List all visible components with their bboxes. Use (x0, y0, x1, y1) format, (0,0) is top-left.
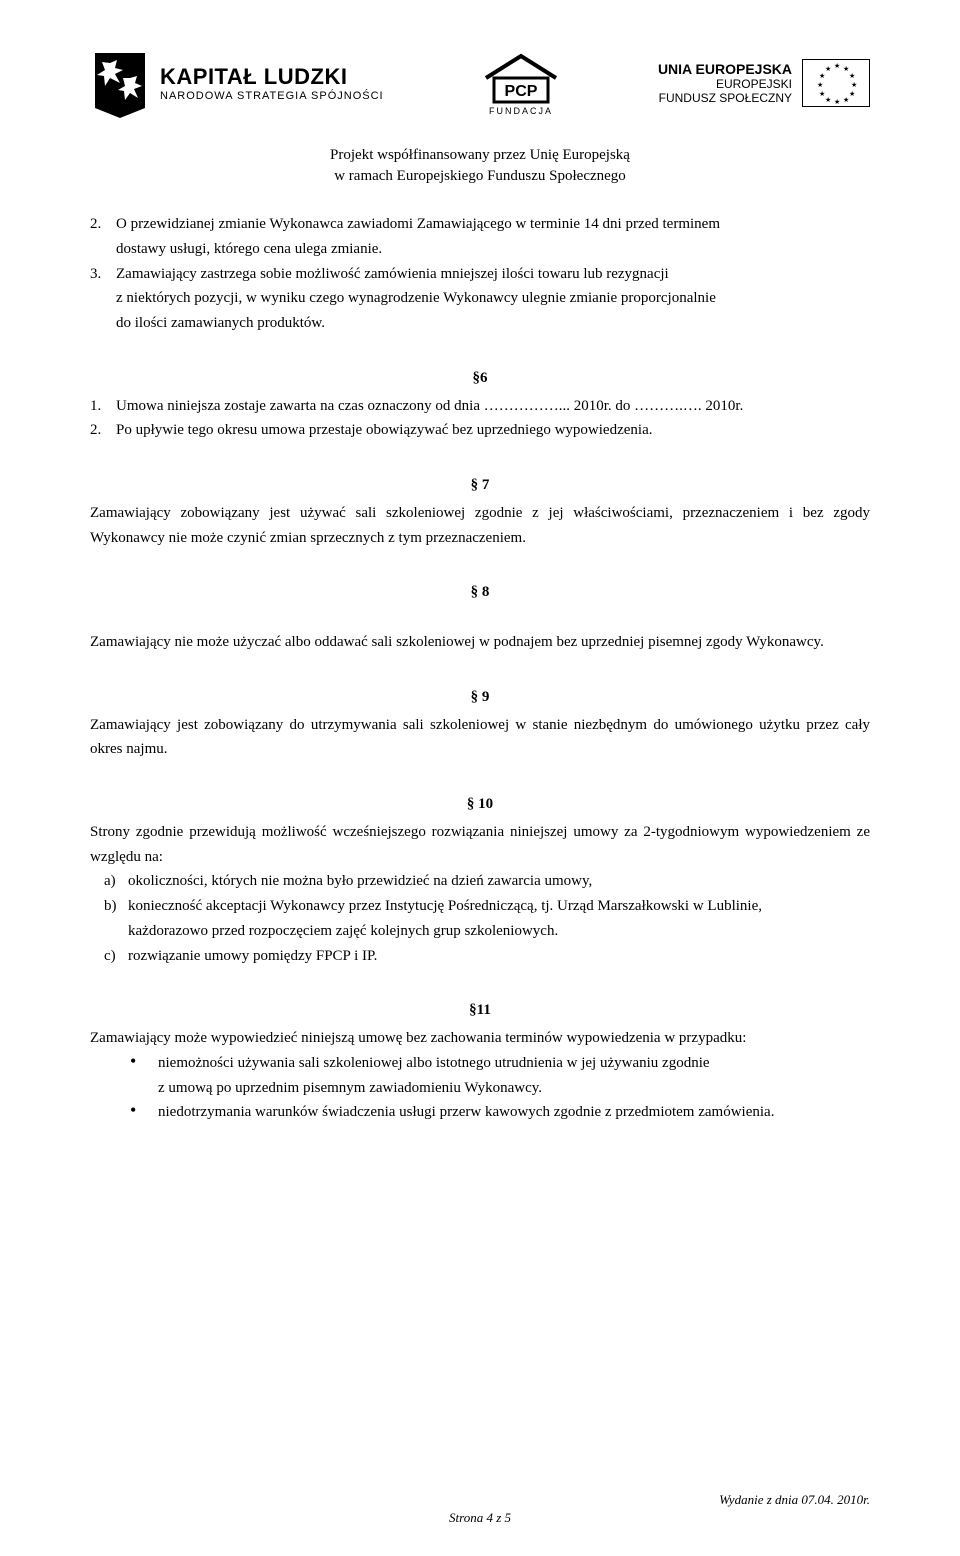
footer-date: Wydanie z dnia 07.04. 2010r. (719, 1492, 870, 1508)
s10-b: b) konieczność akceptacji Wykonawcy prze… (90, 894, 870, 919)
s6-item-2: 2. Po upływie tego okresu umowa przestaj… (90, 418, 870, 443)
footer-page: Strona 4 z 5 (90, 1510, 870, 1526)
logo-kapital-ludzki: KAPITAŁ LUDZKI NARODOWA STRATEGIA SPÓJNO… (90, 48, 384, 118)
kl-title: KAPITAŁ LUDZKI (160, 64, 384, 90)
s10-c-text: rozwiązanie umowy pomiędzy FPCP i IP. (128, 944, 870, 969)
s10-c-label: c) (104, 944, 128, 969)
s6-item-1-text: Umowa niniejsza zostaje zawarta na czas … (116, 394, 870, 419)
section-7-text: Zamawiający zobowiązany jest używać sali… (90, 501, 870, 551)
page-footer: Wydanie z dnia 07.04. 2010r. Strona 4 z … (90, 1510, 870, 1526)
svg-text:FUNDACJA: FUNDACJA (489, 106, 553, 116)
section-8-num: § 8 (90, 580, 870, 605)
svg-text:★: ★ (851, 81, 857, 89)
svg-text:★: ★ (834, 62, 840, 70)
header-logos: KAPITAŁ LUDZKI NARODOWA STRATEGIA SPÓJNO… (90, 40, 870, 125)
section-10-intro: Strony zgodnie przewidują możliwość wcze… (90, 820, 870, 870)
item-3-text-c: do ilości zamawianych produktów. (90, 311, 870, 336)
kl-star-icon (90, 48, 150, 118)
s10-a-text: okoliczności, których nie można było prz… (128, 869, 870, 894)
section-11-intro: Zamawiający może wypowiedzieć niniejszą … (90, 1026, 870, 1051)
item-2: 2. O przewidzianej zmianie Wykonawca zaw… (90, 212, 870, 237)
s10-a: a) okoliczności, których nie można było … (90, 869, 870, 894)
s10-c: c) rozwiązanie umowy pomiędzy FPCP i IP. (90, 944, 870, 969)
svg-text:★: ★ (825, 65, 831, 73)
svg-text:★: ★ (819, 90, 825, 98)
s10-b-text2: każdorazowo przed rozpoczęciem zajęć kol… (90, 919, 870, 944)
s6-item-2-text: Po upływie tego okresu umowa przestaje o… (116, 418, 870, 443)
section-7-num: § 7 (90, 473, 870, 498)
svg-text:★: ★ (849, 90, 855, 98)
document-body: 2. O przewidzianej zmianie Wykonawca zaw… (90, 212, 870, 1125)
svg-text:★: ★ (834, 98, 840, 106)
project-line1: Projekt współfinansowany przez Unię Euro… (330, 147, 630, 163)
pcp-house-icon: PCP FUNDACJA (476, 48, 566, 118)
s11-bullet-1: • niemożności używania sali szkoleniowej… (90, 1051, 870, 1101)
svg-text:★: ★ (817, 81, 823, 89)
section-10-num: § 10 (90, 792, 870, 817)
s6-item-1-num: 1. (90, 394, 116, 419)
eu-sub2: FUNDUSZ SPOŁECZNY (659, 91, 792, 105)
item-3-text-a: Zamawiający zastrzega sobie możliwość za… (116, 262, 870, 287)
eu-title: UNIA EUROPEJSKA (658, 61, 792, 77)
item-3-num: 3. (90, 262, 116, 287)
logo-eu: UNIA EUROPEJSKA EUROPEJSKI FUNDUSZ SPOŁE… (658, 59, 870, 107)
bullet-icon: • (130, 1100, 158, 1122)
s10-b-label: b) (104, 894, 128, 919)
section-6-num: §6 (90, 366, 870, 391)
project-line2: w ramach Europejskiego Funduszu Społeczn… (334, 168, 626, 184)
eu-sub1: EUROPEJSKI (716, 77, 792, 91)
logo-pcp: PCP FUNDACJA (476, 48, 566, 118)
svg-text:PCP: PCP (504, 83, 537, 100)
item-2-text-a: O przewidzianej zmianie Wykonawca zawiad… (116, 212, 870, 237)
item-2-num: 2. (90, 212, 116, 237)
project-subtitle: Projekt współfinansowany przez Unię Euro… (90, 145, 870, 187)
svg-text:★: ★ (843, 96, 849, 104)
s11-b2-text: niedotrzymania warunków świadczenia usłu… (158, 1100, 870, 1125)
eu-flag-icon: ★ ★ ★ ★ ★ ★ ★ ★ ★ ★ ★ ★ (802, 59, 870, 107)
s6-item-1: 1. Umowa niniejsza zostaje zawarta na cz… (90, 394, 870, 419)
s10-a-label: a) (104, 869, 128, 894)
section-9-num: § 9 (90, 685, 870, 710)
item-2-text-b: dostawy usługi, którego cena ulega zmian… (90, 237, 870, 262)
s6-item-2-num: 2. (90, 418, 116, 443)
svg-text:★: ★ (849, 72, 855, 80)
item-3: 3. Zamawiający zastrzega sobie możliwość… (90, 262, 870, 287)
item-3-text-b: z niektórych pozycji, w wyniku czego wyn… (90, 286, 870, 311)
svg-text:★: ★ (825, 96, 831, 104)
s11-bullet-2: • niedotrzymania warunków świadczenia us… (90, 1100, 870, 1125)
section-8-text: Zamawiający nie może użyczać albo oddawa… (90, 630, 870, 655)
section-11-num: §11 (90, 998, 870, 1023)
section-9-text: Zamawiający jest zobowiązany do utrzymyw… (90, 713, 870, 763)
s10-b-text1: konieczność akceptacji Wykonawcy przez I… (128, 894, 870, 919)
s11-b1-line-b: z umową po uprzednim pisemnym zawiadomie… (158, 1076, 870, 1101)
bullet-icon: • (130, 1051, 158, 1073)
kl-subtitle: NARODOWA STRATEGIA SPÓJNOŚCI (160, 90, 384, 102)
svg-text:★: ★ (819, 72, 825, 80)
s11-b1-line-a: niemożności używania sali szkoleniowej a… (158, 1051, 870, 1076)
